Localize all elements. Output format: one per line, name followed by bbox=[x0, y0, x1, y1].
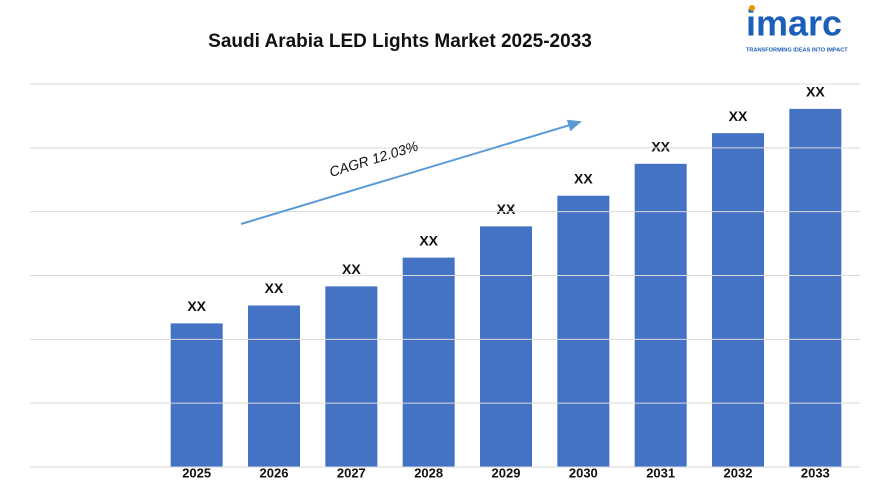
cagr-arrow bbox=[240, 119, 582, 225]
bar bbox=[325, 286, 378, 467]
data-label: XX bbox=[806, 84, 825, 100]
bar bbox=[557, 195, 610, 468]
x-tick-label: 2027 bbox=[337, 465, 366, 480]
data-label: XX bbox=[497, 201, 516, 217]
logo-tagline: TRANSFORMING IDEAS INTO IMPACT bbox=[746, 47, 848, 53]
data-label: XX bbox=[342, 261, 361, 277]
data-label: XX bbox=[651, 138, 670, 154]
x-tick-label: 2033 bbox=[801, 465, 830, 480]
data-label: XX bbox=[419, 232, 438, 248]
x-tick-label: 2026 bbox=[260, 465, 289, 480]
data-label: XX bbox=[187, 298, 206, 314]
x-tick-label: 2030 bbox=[569, 465, 598, 480]
logo: imarc bbox=[746, 3, 842, 44]
chart-title: Saudi Arabia LED Lights Market 2025-2033 bbox=[208, 31, 592, 52]
bar bbox=[402, 257, 455, 467]
bar bbox=[789, 108, 842, 468]
bar bbox=[248, 305, 300, 467]
x-tick-label: 2031 bbox=[646, 465, 675, 480]
bar bbox=[634, 163, 687, 467]
bar bbox=[712, 133, 764, 467]
data-label: XX bbox=[265, 280, 284, 296]
x-tick-label: 2029 bbox=[492, 465, 521, 480]
data-label: XX bbox=[574, 170, 593, 186]
data-label: XX bbox=[729, 108, 748, 124]
x-tick-label: 2028 bbox=[414, 465, 443, 480]
bar bbox=[170, 323, 223, 467]
x-tick-label: 2032 bbox=[724, 465, 753, 480]
x-tick-label: 2025 bbox=[182, 465, 211, 480]
bar bbox=[480, 226, 532, 467]
logo-dot bbox=[749, 5, 755, 11]
